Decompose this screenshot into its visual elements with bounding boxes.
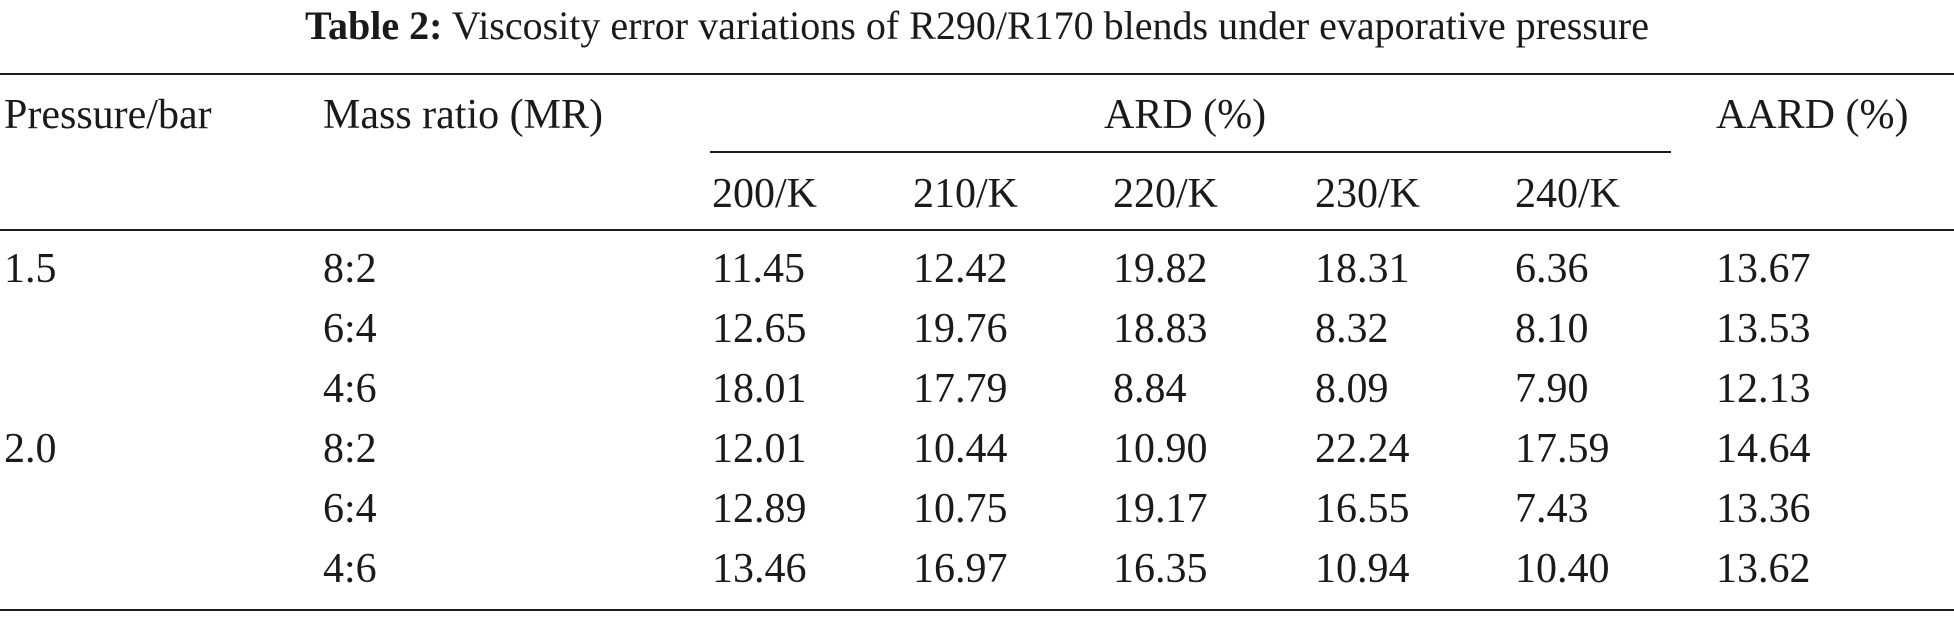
header-rule xyxy=(0,229,1954,231)
cell-mass-ratio: 4:6 xyxy=(323,546,377,592)
cell-ard-210k: 16.97 xyxy=(913,546,1008,592)
ard-subheader-rule xyxy=(710,151,1671,153)
header-ard: ARD (%) xyxy=(1104,92,1267,138)
table-row: 4:6 13.46 16.97 16.35 10.94 10.40 13.62 xyxy=(0,544,1954,604)
header-temp-240: 240/K xyxy=(1515,171,1620,217)
cell-ard-230k: 8.09 xyxy=(1315,366,1389,412)
header-temp-210: 210/K xyxy=(913,171,1018,217)
table-caption: Table 2: Viscosity error variations of R… xyxy=(0,0,1954,60)
cell-mass-ratio: 4:6 xyxy=(323,366,377,412)
cell-ard-200k: 18.01 xyxy=(712,366,807,412)
cell-aard: 13.62 xyxy=(1716,546,1811,592)
cell-ard-200k: 12.65 xyxy=(712,306,807,352)
cell-pressure: 1.5 xyxy=(4,246,57,292)
bottom-rule xyxy=(0,609,1954,611)
cell-mass-ratio: 8:2 xyxy=(323,426,377,472)
cell-ard-220k: 8.84 xyxy=(1113,366,1187,412)
cell-ard-220k: 16.35 xyxy=(1113,546,1208,592)
header-aard: AARD (%) xyxy=(1716,92,1909,138)
cell-mass-ratio: 6:4 xyxy=(323,486,377,532)
cell-ard-240k: 10.40 xyxy=(1515,546,1610,592)
cell-ard-220k: 19.82 xyxy=(1113,246,1208,292)
cell-ard-210k: 12.42 xyxy=(913,246,1008,292)
cell-ard-210k: 17.79 xyxy=(913,366,1008,412)
cell-ard-200k: 12.01 xyxy=(712,426,807,472)
cell-ard-240k: 7.43 xyxy=(1515,486,1589,532)
cell-ard-230k: 16.55 xyxy=(1315,486,1410,532)
header-mass-ratio: Mass ratio (MR) xyxy=(323,92,603,138)
cell-ard-200k: 12.89 xyxy=(712,486,807,532)
cell-ard-220k: 19.17 xyxy=(1113,486,1208,532)
cell-ard-210k: 10.75 xyxy=(913,486,1008,532)
cell-aard: 14.64 xyxy=(1716,426,1811,472)
table-caption-label: Table 2: xyxy=(304,3,443,48)
cell-aard: 12.13 xyxy=(1716,366,1811,412)
cell-mass-ratio: 6:4 xyxy=(323,306,377,352)
cell-ard-230k: 22.24 xyxy=(1315,426,1410,472)
cell-aard: 13.53 xyxy=(1716,306,1811,352)
table-caption-text: Viscosity error variations of R290/R170 … xyxy=(451,3,1650,48)
cell-aard: 13.36 xyxy=(1716,486,1811,532)
cell-ard-210k: 10.44 xyxy=(913,426,1008,472)
table-row: 6:4 12.89 10.75 19.17 16.55 7.43 13.36 xyxy=(0,484,1954,544)
cell-ard-240k: 17.59 xyxy=(1515,426,1610,472)
cell-ard-240k: 7.90 xyxy=(1515,366,1589,412)
cell-ard-230k: 18.31 xyxy=(1315,246,1410,292)
table-row: 1.5 8:2 11.45 12.42 19.82 18.31 6.36 13.67 xyxy=(0,244,1954,304)
header-pressure: Pressure/bar xyxy=(4,92,212,138)
table-row: 2.0 8:2 12.01 10.44 10.90 22.24 17.59 14.64 xyxy=(0,424,1954,484)
table-row: 6:4 12.65 19.76 18.83 8.32 8.10 13.53 xyxy=(0,304,1954,364)
table-row: 4:6 18.01 17.79 8.84 8.09 7.90 12.13 xyxy=(0,364,1954,424)
cell-ard-230k: 8.32 xyxy=(1315,306,1389,352)
cell-ard-210k: 19.76 xyxy=(913,306,1008,352)
cell-ard-240k: 6.36 xyxy=(1515,246,1589,292)
header-temp-220: 220/K xyxy=(1113,171,1218,217)
cell-aard: 13.67 xyxy=(1716,246,1811,292)
header-temp-230: 230/K xyxy=(1315,171,1420,217)
cell-ard-220k: 10.90 xyxy=(1113,426,1208,472)
cell-mass-ratio: 8:2 xyxy=(323,246,377,292)
header-temp-200: 200/K xyxy=(712,171,817,217)
cell-ard-230k: 10.94 xyxy=(1315,546,1410,592)
cell-pressure: 2.0 xyxy=(4,426,57,472)
cell-ard-240k: 8.10 xyxy=(1515,306,1589,352)
cell-ard-200k: 13.46 xyxy=(712,546,807,592)
top-rule xyxy=(0,73,1954,75)
cell-ard-220k: 18.83 xyxy=(1113,306,1208,352)
cell-ard-200k: 11.45 xyxy=(712,246,805,292)
